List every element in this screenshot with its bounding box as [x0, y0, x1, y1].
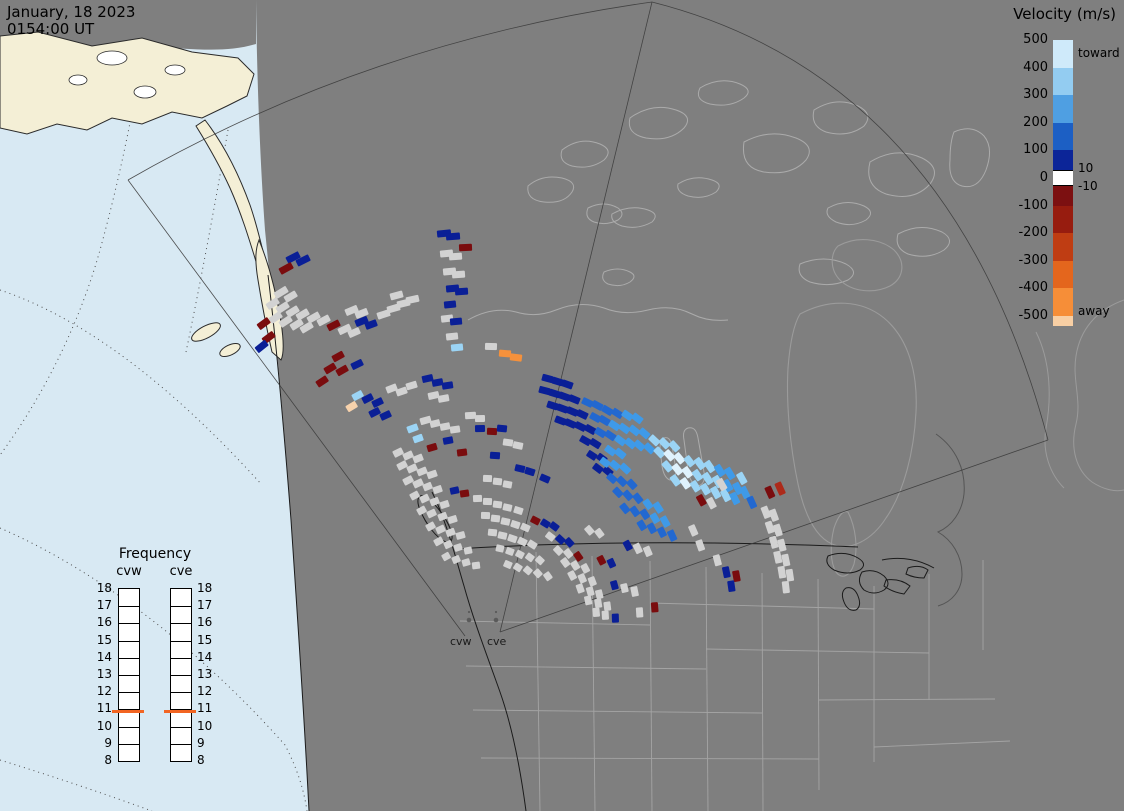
frequency-marker-cve [164, 710, 196, 714]
frequency-tick-label: 17 [96, 598, 112, 613]
colorbar-tick-label: -100 [1018, 197, 1048, 213]
timestamp: January, 18 2023 0154:00 UT [7, 4, 135, 38]
colorbar-tick-label: 100 [1023, 142, 1048, 158]
arctic-islands [467, 80, 990, 321]
frequency-tick-label: 17 [197, 598, 213, 613]
colorbar-tick-label: 500 [1023, 32, 1048, 47]
colorbar-tick-label: -500 [1018, 308, 1048, 323]
colorbar-segment [1053, 95, 1073, 123]
radar-label-cve: cve [487, 635, 507, 648]
date-text: January, 18 2023 [7, 3, 136, 21]
frequency-column-label-cve: cve [169, 564, 193, 579]
frequency-bar-cell [119, 743, 139, 761]
colorbar-title: Velocity (m/s) [1013, 5, 1116, 23]
alaska-landmass [0, 31, 284, 361]
frequency-tick-label: 9 [104, 735, 112, 750]
frequency-tick-label: 10 [96, 718, 112, 733]
colorbar-plus10-label: 10 [1078, 161, 1094, 175]
colorbar-zero-band [1053, 170, 1073, 186]
frequency-tick-label: 9 [197, 735, 205, 750]
frequency-bar-cell [119, 692, 139, 709]
colorbar-segment [1053, 288, 1073, 316]
frequency-column-label-cvw: cvw [116, 564, 142, 579]
colorbar-away-label: away [1078, 304, 1110, 318]
frequency-bar-cell [171, 623, 191, 640]
radar-site-marker-cve [493, 617, 499, 623]
frequency-tick-label: 13 [197, 667, 213, 681]
frequency-bar-cve [170, 588, 192, 762]
colorbar-segment [1053, 315, 1073, 326]
colorbar-tick-label: 400 [1023, 59, 1048, 75]
frequency-tick-label: 16 [96, 615, 112, 630]
frequency-bar-cell [119, 640, 139, 658]
frequency-bar-cell [119, 726, 139, 744]
alaska-lakes [68, 50, 186, 99]
radar-label-cvw: cvw [450, 635, 472, 648]
frequency-tick-label: 11 [197, 701, 213, 716]
velocity-colorbar [1053, 40, 1073, 326]
frequency-tick-label: 13 [96, 667, 112, 681]
colorbar-segment [1053, 233, 1073, 261]
frequency-bar-cell [171, 692, 191, 709]
frequency-tick-label: 18 [197, 581, 213, 595]
colorbar-tick-label: 200 [1023, 114, 1048, 130]
colorbar-minus10-label: -10 [1078, 179, 1098, 193]
frequency-bar-cell [119, 674, 139, 692]
radar-site-markers [466, 610, 499, 623]
frequency-tick-label: 18 [96, 581, 112, 595]
frequency-tick-label: 8 [197, 753, 205, 767]
frequency-tick-label: 11 [96, 701, 112, 716]
frequency-tick-label: 10 [197, 718, 213, 733]
frequency-bar-cell [171, 726, 191, 744]
radar-site-marker-cvw [466, 617, 472, 623]
state-borders [459, 551, 1011, 811]
colorbar-toward-label: toward [1078, 46, 1120, 60]
colorbar-tick-label: 300 [1023, 87, 1048, 103]
colorbar-tick-label: -300 [1018, 252, 1048, 268]
colorbar-segment [1053, 260, 1073, 289]
time-text: 0154:00 UT [7, 20, 95, 38]
colorbar-ticks: 500 400 300 200 100 0 -100 -200 -300 -400 -500 [1000, 33, 1048, 323]
colorbar-tick-label: -400 [1018, 280, 1048, 296]
frequency-bar-cell [171, 743, 191, 761]
frequency-bar-cell [171, 589, 191, 606]
hudson-bay [786, 239, 917, 577]
frequency-bar-cell [119, 709, 139, 726]
atlantic-coast [1035, 299, 1124, 492]
frequency-bar-cvw [118, 588, 140, 762]
frequency-tick-label: 14 [96, 649, 112, 664]
pacific-coastline [267, 274, 310, 811]
frequency-bar-cell [171, 640, 191, 658]
frequency-tick-label: 12 [197, 684, 213, 699]
frequency-tick-label: 16 [197, 615, 213, 630]
colorbar-segment [1053, 122, 1073, 151]
frequency-tick-label: 15 [197, 632, 213, 647]
frequency-bar-cell [119, 589, 139, 606]
frequency-tick-label: 14 [197, 649, 213, 664]
colorbar-segment [1053, 205, 1073, 234]
frequency-bar-cell [119, 657, 139, 675]
frequency-tick-label: 15 [96, 632, 112, 647]
frequency-tick-label: 12 [96, 684, 112, 699]
frequency-bar-cell [171, 674, 191, 692]
frequency-bar-cell [171, 657, 191, 675]
frequency-bar-cell [171, 709, 191, 726]
colorbar-segment [1053, 40, 1073, 68]
frequency-bar-cell [171, 606, 191, 623]
frequency-marker-cvw [112, 710, 144, 714]
frequency-bar-cell [119, 606, 139, 623]
frequency-legend-title: Frequency [118, 546, 192, 562]
colorbar-tick-label: 0 [1039, 170, 1048, 185]
colorbar-tick-label: -200 [1018, 225, 1048, 241]
colorbar-segment [1053, 67, 1073, 96]
frequency-tick-label: 8 [104, 753, 112, 767]
frequency-bar-cell [119, 623, 139, 640]
